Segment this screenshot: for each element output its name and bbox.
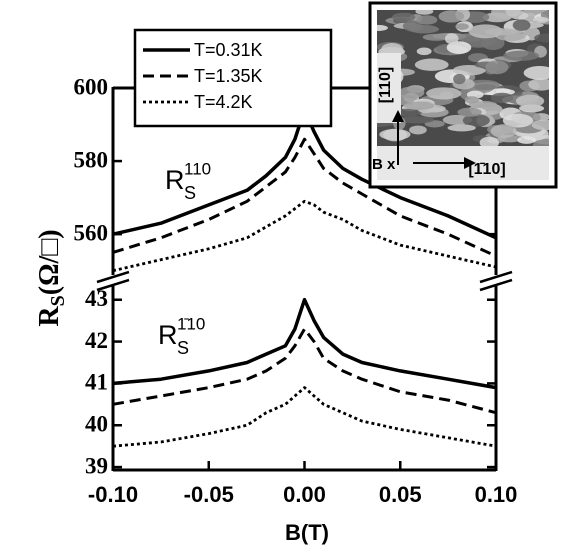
inset-grain: [455, 23, 469, 30]
axis-break: [479, 270, 513, 284]
y-tick-label: 43: [85, 286, 108, 311]
axis-break: [96, 278, 130, 292]
axis-break: [479, 278, 513, 292]
inset-grain: [422, 33, 450, 41]
x-axis-label: B(T): [285, 520, 329, 545]
inset-grain: [474, 84, 497, 91]
inset-grain: [409, 125, 427, 135]
inset-arrowhead: [392, 110, 404, 122]
inset-vertical-label: [110]: [377, 67, 394, 103]
y-tick-label: 42: [85, 328, 108, 353]
inset-grain: [415, 10, 434, 15]
inset-grain: [512, 19, 531, 31]
legend-label: T=4.2K: [194, 92, 253, 112]
inset-grain: [439, 91, 454, 100]
x-tick-label: 0.10: [475, 482, 518, 507]
inset-grain: [453, 73, 466, 85]
inset-grain: [490, 124, 517, 139]
inset-arrowhead: [464, 157, 476, 169]
inset-grain: [438, 10, 465, 23]
inset-grain: [515, 94, 545, 108]
inset-image: [377, 10, 549, 146]
inset-grain: [531, 119, 549, 131]
inset-field-label: B x: [372, 156, 396, 173]
annotation-sub: S: [177, 338, 189, 358]
inset-grain: [416, 15, 438, 25]
x-tick-label: -0.05: [184, 482, 234, 507]
inset-grain: [403, 101, 435, 110]
inset-grain: [534, 33, 549, 43]
x-tick-label: 0.05: [379, 482, 422, 507]
inset-grain: [377, 24, 388, 32]
y-tick-label: 600: [74, 74, 109, 99]
inset-grain: [381, 43, 403, 56]
data-line: [112, 327, 497, 415]
inset-grain: [505, 10, 521, 17]
y-axis-label: RS(Ω/□): [34, 229, 68, 326]
inset-grain: [444, 33, 459, 45]
inset-grain: [382, 128, 408, 142]
data-line: [112, 199, 497, 273]
y-tick-label: 560: [74, 220, 109, 245]
data-line: [112, 137, 497, 258]
inset-grain: [517, 136, 536, 144]
y-tick-label: 40: [85, 412, 108, 437]
y-label-main: R: [34, 306, 65, 327]
legend-label: T=1.35K: [194, 66, 263, 86]
inset-grain: [528, 78, 549, 91]
axis-break: [96, 270, 130, 284]
inset-grain: [485, 60, 509, 75]
inset-grain: [452, 64, 486, 76]
inset-grain: [408, 24, 439, 34]
data-line: [112, 297, 497, 390]
annotation-main: R: [165, 165, 185, 195]
axis-break-gap: [492, 275, 500, 286]
inset-grain: [484, 28, 518, 36]
inset-grain: [391, 12, 416, 22]
inset-grain: [532, 138, 549, 146]
inset-grain: [461, 35, 496, 48]
inset-grain: [416, 47, 432, 56]
axis-break-gap: [109, 275, 117, 286]
legend-box: [133, 28, 333, 128]
inset-grain: [503, 50, 540, 61]
y-tick-label: 41: [85, 370, 108, 395]
inset-grain: [457, 107, 482, 117]
y-tick-label: 39: [85, 453, 108, 478]
inset-grain: [502, 113, 534, 128]
annotation-sup: 110: [184, 159, 211, 178]
y-tick-label: 580: [74, 147, 109, 172]
inset-grain: [447, 124, 476, 132]
inset-grain: [532, 16, 549, 24]
x-tick-label: -0.10: [88, 482, 138, 507]
annotation-sup: 1̄10: [177, 314, 205, 333]
inset-vlabel-bg: [377, 53, 401, 123]
inset-grain: [398, 86, 425, 99]
inset-grain: [464, 96, 480, 104]
annotation-sub: S: [184, 183, 196, 203]
inset-grain: [462, 114, 490, 127]
inset-grain: [414, 58, 449, 71]
inset-horizontal-label: [1̄10]: [468, 161, 505, 178]
inset-grain: [479, 136, 499, 146]
y-label-sub: S: [47, 295, 69, 306]
y-label-unit: (Ω/□): [34, 229, 65, 295]
inset-grain: [446, 41, 472, 54]
inset-grain: [523, 65, 549, 80]
legend-label: T=0.31K: [194, 40, 263, 60]
inset-grain: [398, 116, 435, 124]
x-tick-label: 0.00: [283, 482, 326, 507]
annotation-main: R: [158, 320, 178, 350]
data-line: [112, 386, 497, 448]
